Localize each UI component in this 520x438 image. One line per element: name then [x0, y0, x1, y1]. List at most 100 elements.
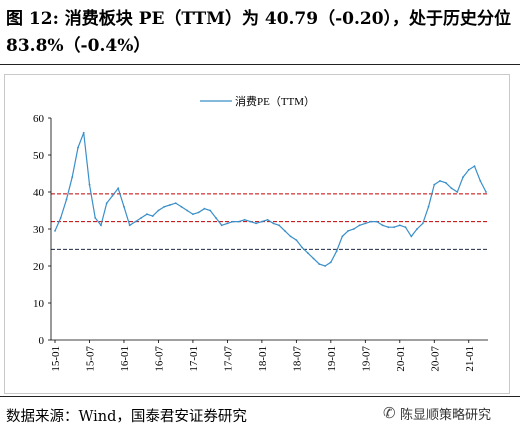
y-tick-label: 10	[33, 298, 45, 310]
footer-divider	[0, 396, 520, 397]
data-point	[358, 224, 361, 227]
data-point	[128, 224, 131, 227]
data-point	[278, 224, 280, 227]
data-point	[117, 187, 120, 190]
data-point	[450, 187, 453, 190]
x-tick-label: 19-07	[360, 346, 372, 372]
data-point	[100, 224, 102, 227]
data-point	[289, 235, 292, 238]
data-point	[243, 218, 246, 221]
source-note: 数据来源：Wind，国泰君安证券研究	[6, 409, 247, 425]
x-tick-label: 15-01	[50, 346, 62, 372]
x-tick-label: 21-01	[464, 346, 476, 372]
data-point	[71, 176, 74, 179]
data-point	[307, 252, 309, 255]
data-point	[249, 220, 252, 223]
data-point	[134, 220, 137, 223]
x-tick-label: 19-01	[326, 346, 338, 372]
data-point	[140, 217, 143, 219]
data-point	[266, 218, 269, 221]
y-tick-label: 0	[39, 335, 45, 347]
data-point	[295, 239, 298, 242]
x-tick-label: 18-07	[291, 346, 303, 372]
data-point	[238, 220, 240, 223]
data-point	[82, 131, 85, 134]
axes	[50, 118, 488, 341]
data-point	[54, 230, 56, 232]
data-point	[174, 202, 177, 204]
data-point	[65, 198, 68, 201]
data-point	[375, 220, 378, 223]
y-tick-label: 60	[33, 113, 45, 125]
data-point	[485, 191, 487, 193]
data-point	[427, 205, 430, 208]
data-point	[404, 226, 407, 229]
x-tick-label: 16-07	[153, 346, 165, 372]
data-point	[444, 181, 447, 184]
data-point	[467, 168, 470, 171]
data-point	[370, 220, 372, 223]
data-point	[312, 257, 315, 260]
data-point	[232, 220, 235, 223]
data-point	[123, 205, 125, 208]
data-point	[88, 183, 91, 186]
series-line-consumer-pe	[54, 132, 487, 267]
legend-label: 消费PE（TTM）	[235, 94, 315, 108]
data-point	[261, 220, 263, 223]
data-point	[473, 165, 476, 167]
data-point	[301, 246, 303, 249]
y-tick-label: 30	[33, 224, 45, 236]
data-point	[59, 217, 62, 219]
data-point	[318, 263, 321, 265]
x-tick-label: 16-01	[119, 346, 131, 372]
data-point	[163, 205, 166, 208]
data-point	[410, 235, 413, 238]
data-point	[151, 215, 154, 218]
data-point	[364, 222, 367, 225]
data-point	[146, 213, 148, 216]
data-point	[215, 217, 217, 219]
data-point	[456, 191, 459, 193]
y-tick-label: 50	[33, 150, 45, 162]
title-divider	[0, 64, 520, 65]
data-point	[387, 226, 390, 229]
y-tick-label: 40	[33, 187, 45, 199]
data-point	[398, 224, 401, 227]
data-point	[209, 209, 212, 212]
data-point	[462, 176, 464, 179]
data-point	[439, 180, 441, 182]
data-point	[105, 202, 108, 204]
data-point	[157, 209, 160, 212]
data-point	[226, 222, 229, 225]
data-point	[111, 194, 114, 197]
data-point	[186, 209, 189, 212]
x-tick-labels: 15-01 15-07 16-01 16-07 17-01 17-07 18-01 18-07…	[50, 340, 476, 372]
series-points	[54, 131, 487, 267]
y-tick-labels: 0 10 20 30 40 50 60	[33, 113, 51, 347]
data-point	[169, 204, 171, 206]
x-tick-label: 20-07	[429, 346, 441, 372]
data-point	[347, 230, 349, 232]
data-point	[255, 222, 257, 225]
data-point	[192, 213, 194, 216]
watermark-label: 陈显顺策略研究	[400, 408, 492, 423]
wechat-icon: ✆	[383, 404, 396, 422]
data-point	[335, 250, 338, 253]
data-point	[94, 217, 97, 219]
data-point	[220, 224, 223, 227]
x-tick-label: 18-01	[257, 346, 269, 372]
data-point	[197, 211, 200, 214]
x-tick-label: 20-01	[395, 346, 407, 372]
data-point	[393, 226, 395, 229]
data-point	[329, 261, 332, 264]
chart-frame: 消费PE（TTM） 0 10 20 30 40 50 60 15-01 15-07 16-01 1…	[4, 74, 510, 394]
figure-title: 图 12: 消费板块 PE（TTM）为 40.79（-0.20），处于历史分位 …	[6, 9, 512, 56]
data-point	[203, 207, 206, 210]
data-point	[324, 265, 326, 267]
data-point	[421, 222, 424, 225]
x-tick-label: 17-01	[188, 346, 200, 372]
x-tick-label: 15-07	[84, 346, 96, 372]
data-point	[272, 222, 275, 225]
data-point	[284, 230, 286, 232]
data-point	[433, 183, 436, 186]
